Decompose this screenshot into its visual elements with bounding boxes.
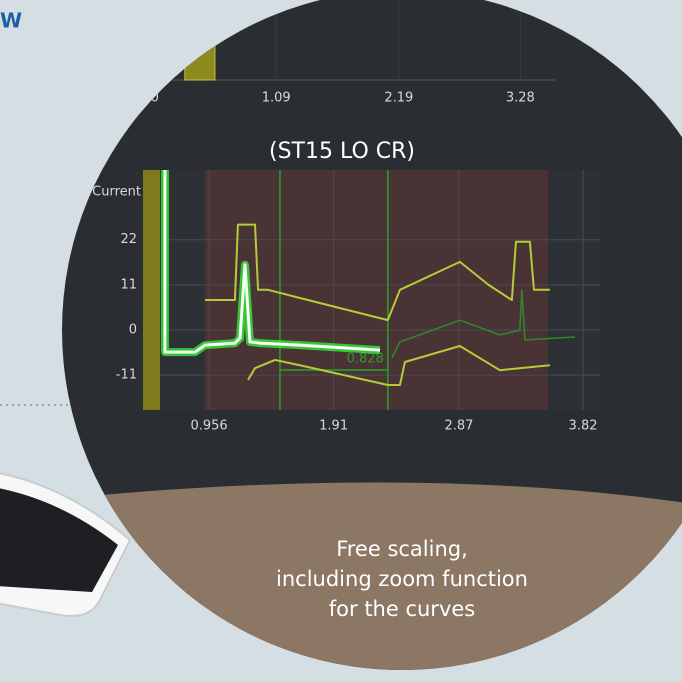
caption-line: including zoom function <box>276 567 528 591</box>
band <box>185 0 215 80</box>
x-tick-label: 1.91 <box>319 419 348 434</box>
header-text: W <box>0 9 22 33</box>
x-tick-label: 2.87 <box>445 419 474 434</box>
page: {"header":{"text":"W"}, "chart_data":[ {… <box>0 0 682 682</box>
caption-line: for the curves <box>329 597 475 621</box>
scene: W 0 1.09 2.19 3.28 (ST15 LO CR) 0.956 1.91 2.8… <box>0 0 682 682</box>
y-tick-label: 22 <box>120 232 137 247</box>
y-axis-label: Current <box>92 185 141 200</box>
x-tick-label: 3.82 <box>569 419 598 434</box>
bottom-chart: (ST15 LO CR) 0.956 1.91 2.87 3.82 22 11 0 -11 Cur… <box>92 139 600 434</box>
y-tick-label: -11 <box>116 368 137 383</box>
marker-band <box>143 170 160 410</box>
y-tick-label: 11 <box>120 277 137 292</box>
x-tick-label: 3.28 <box>506 91 535 106</box>
x-tick-label: 1.09 <box>262 91 291 106</box>
x-tick-label: 2.19 <box>384 91 413 106</box>
x-tick-label: 0.956 <box>190 419 227 434</box>
x-tick-label: 0 <box>151 91 159 106</box>
y-tick-label: 0 <box>129 323 137 338</box>
caption-line: Free scaling, <box>336 537 468 561</box>
chart-title: (ST15 LO CR) <box>269 139 415 164</box>
